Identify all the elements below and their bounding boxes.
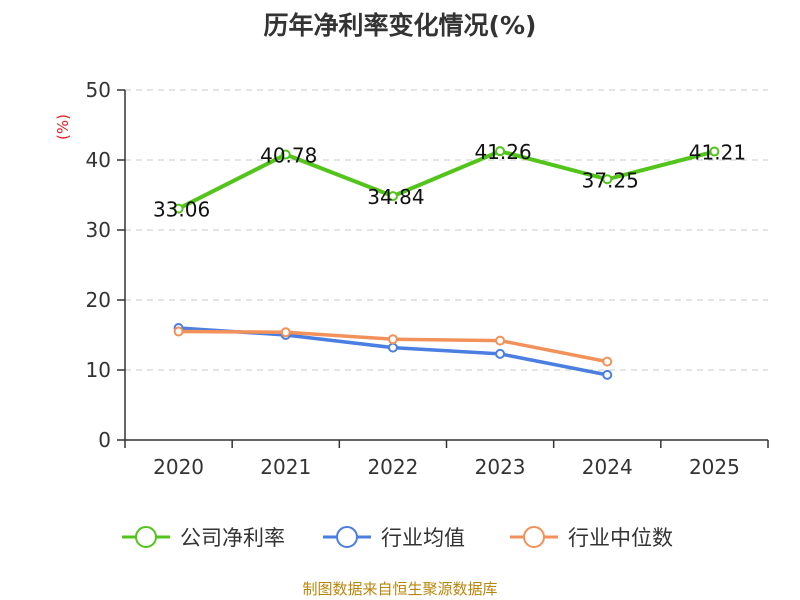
legend-swatch-marker [523, 526, 545, 548]
x-tick-label-2025: 2025 [689, 455, 740, 479]
x-tick-label-2020: 2020 [153, 455, 204, 479]
y-tick-label-0: 0 [98, 428, 111, 452]
y-tick-label-50: 50 [86, 78, 111, 102]
y-axis-unit-label: (%) [54, 114, 72, 140]
legend-label: 公司净利率 [180, 526, 285, 550]
data-labels: 33.06 40.78 34.84 41.26 37.25 41.21 [153, 140, 746, 221]
data-point-0-2023 [495, 146, 506, 157]
data-label-2024: 37.25 [582, 168, 639, 192]
y-tick-label-30: 30 [86, 218, 111, 242]
legend-item-2[interactable]: 行业中位数 [510, 526, 673, 550]
x-tick-label-2021: 2021 [260, 455, 311, 479]
data-point-1-2022 [387, 342, 398, 353]
data-label-2022: 34.84 [367, 185, 424, 209]
legend-label: 行业均值 [381, 526, 465, 550]
data-label-2020: 33.06 [153, 198, 210, 222]
data-point-0-2021 [280, 149, 291, 160]
data-point-0-2024 [602, 174, 613, 185]
data-point-2-2024 [602, 356, 613, 367]
data-point-1-2024 [602, 369, 613, 380]
chart-title: 历年净利率变化情况(%) [263, 11, 537, 40]
legend-label: 行业中位数 [568, 526, 673, 550]
data-point-0-2022 [387, 191, 398, 202]
data-label-2025: 41.21 [689, 141, 746, 165]
x-tick-label-2024: 2024 [582, 455, 633, 479]
legend-item-1[interactable]: 行业均值 [323, 526, 465, 550]
data-label-2023: 41.26 [474, 140, 531, 164]
legend-item-0[interactable]: 公司净利率 [122, 526, 285, 550]
data-point-2-2023 [495, 335, 506, 346]
y-tick-label-20: 20 [86, 288, 111, 312]
x-tick-label-2023: 2023 [475, 455, 526, 479]
series-line-0 [177, 149, 715, 211]
data-point-1-2023 [495, 348, 506, 359]
y-tick-label-40: 40 [86, 148, 111, 172]
data-label-2021: 40.78 [260, 144, 317, 168]
axes: 0 10 20 30 40 50 2020 2021 2022 2023 2024 2025 (%) [54, 78, 769, 479]
gridlines [125, 89, 768, 371]
data-point-2-2022 [387, 334, 398, 345]
legend-swatch-marker [135, 526, 157, 548]
series-group [173, 146, 720, 380]
legend[interactable]: 公司净利率 行业均值 行业中位数 [122, 526, 673, 550]
data-point-0-2020 [173, 203, 184, 214]
data-point-2-2020 [173, 326, 184, 337]
y-tick-label-10: 10 [86, 358, 111, 382]
data-point-0-2025 [709, 146, 720, 157]
data-source-note: 制图数据来自恒生聚源数据库 [302, 580, 498, 598]
legend-swatch-marker [336, 526, 358, 548]
x-tick-label-2022: 2022 [367, 455, 418, 479]
data-point-2-2021 [280, 327, 291, 338]
